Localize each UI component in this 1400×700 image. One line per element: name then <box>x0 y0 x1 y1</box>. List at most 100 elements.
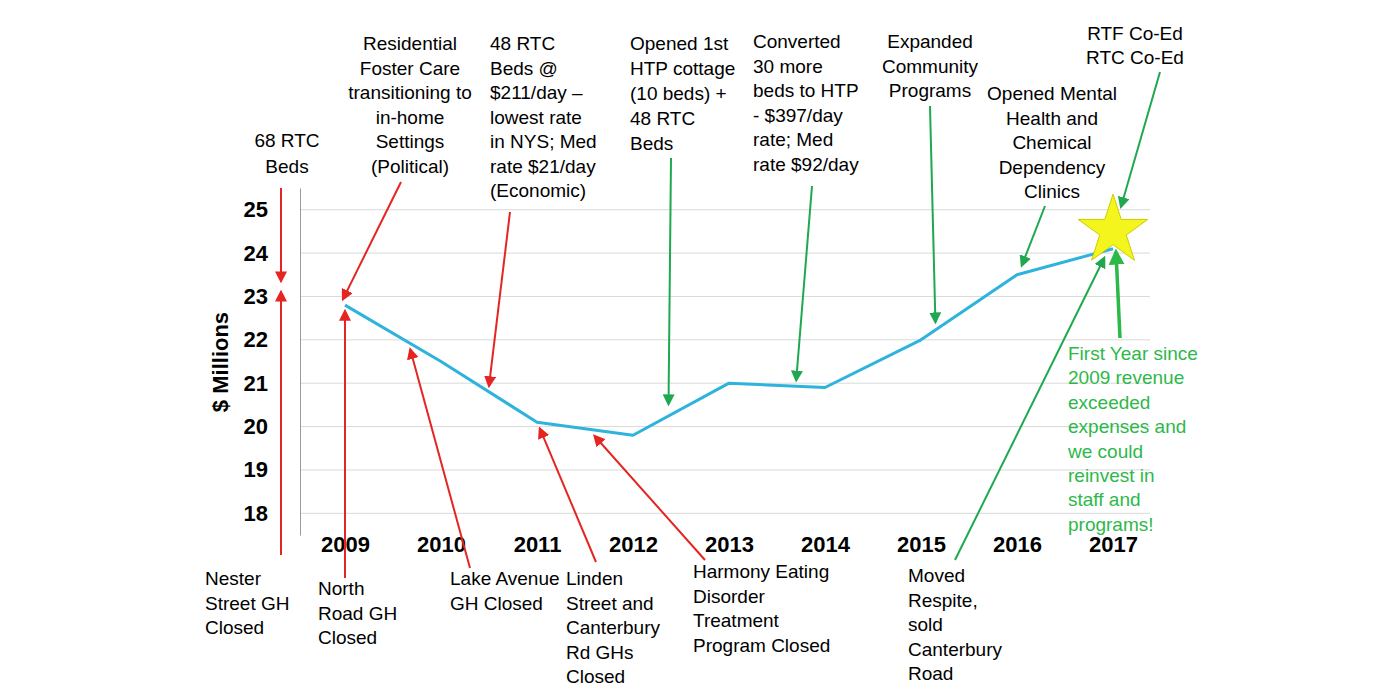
annotation-line: Chemical <box>1012 132 1091 153</box>
annotation-line: North <box>318 578 364 599</box>
annotation-line: Health and <box>1006 108 1098 129</box>
grid <box>300 210 1150 514</box>
chart-container: 1819202122232425200920102011201220132014… <box>0 0 1400 700</box>
grid-line <box>300 209 1150 210</box>
grid-line <box>300 253 1150 254</box>
annotation-arrow <box>1022 206 1045 265</box>
annotation-line: (Political) <box>371 156 449 177</box>
x-tick-label: 2014 <box>801 532 851 557</box>
annotation-line: Street and <box>566 593 654 614</box>
y-tick-label: 24 <box>244 241 269 266</box>
x-tick: 2014 <box>801 530 851 557</box>
annotation-line: RTC Co-Ed <box>1086 47 1184 68</box>
annotation-line: Rd GHs <box>566 642 634 663</box>
annotation-text: LindenStreet andCanterburyRd GHsClosed <box>566 568 660 687</box>
annotation-line: (Economic) <box>490 180 586 201</box>
annotation-line: in NYS; Med <box>490 131 597 152</box>
annotation-line: 68 RTC <box>254 130 319 151</box>
annotations: 68 RTCBedsResidentialFoster Caretransiti… <box>205 23 1198 687</box>
annotation-line: Closed <box>566 666 625 687</box>
annotation-line: Street GH <box>205 593 289 614</box>
annotation-line: HTP cottage <box>630 58 735 79</box>
annotation-arrow <box>343 182 401 299</box>
annotation-line: GH Closed <box>450 593 543 614</box>
annotation-arrow <box>1121 72 1160 207</box>
annotation-line: Converted <box>753 31 841 52</box>
annotation-line: Program Closed <box>693 635 830 656</box>
y-tick-label: 21 <box>244 371 268 396</box>
highlight-text: First Year since2009 revenueexceededexpe… <box>1067 343 1198 535</box>
annotation-text: Opened 1st HTP cottage (10 beds) + 48 RTC Be… <box>630 33 735 154</box>
y-tick-label: 18 <box>244 501 268 526</box>
annotation-arrow <box>489 212 510 386</box>
annotation-text: Opened MentalHealth andChemicalDependenc… <box>987 83 1117 202</box>
x-axis: 200920102011201220132014201520162017 <box>321 530 1138 557</box>
x-tick: 2016 <box>993 530 1042 557</box>
highlight-line: exceeded <box>1068 392 1150 413</box>
annotation-text: 68 RTC Beds <box>254 130 319 177</box>
annotation-line: 48 RTC <box>490 33 555 54</box>
x-tick: 2011 <box>514 530 562 557</box>
highlight-line: reinvest in <box>1068 465 1155 486</box>
annotation-text: Harmony EatingDisorderTreatmentProgram C… <box>693 561 830 656</box>
annotation-line: Lake Avenue <box>450 568 560 589</box>
y-tick-label: 20 <box>244 414 268 439</box>
grid-line <box>300 383 1150 384</box>
annotation-text: MovedRespite,soldCanterburyRoad <box>908 565 1002 684</box>
annotation-line: - $397/day <box>753 105 843 126</box>
y-tick: 22 <box>244 327 300 352</box>
annotation-line: rate $92/day <box>753 154 859 175</box>
y-tick: 18 <box>244 501 300 526</box>
annotation-line: Programs <box>889 80 971 101</box>
annotation-arrow <box>669 158 671 404</box>
highlight-line: First Year since <box>1068 343 1198 364</box>
annotation-line: Residential <box>363 33 457 54</box>
annotation-arrow <box>410 349 470 568</box>
y-tick: 19 <box>244 457 300 482</box>
annotation-text: NorthRoad GHClosed <box>318 578 397 648</box>
annotation-line: 30 more <box>753 56 823 77</box>
annotation-line: Canterbury <box>566 617 660 638</box>
y-tick: 25 <box>244 197 300 222</box>
annotation-line: rate $21/day <box>490 156 596 177</box>
x-tick: 2013 <box>705 530 754 557</box>
star <box>1078 194 1148 260</box>
annotation-line: Nester <box>205 568 262 589</box>
annotation-line: Opened 1st <box>630 33 729 54</box>
annotation-line: Beds <box>265 156 308 177</box>
annotation-line: Harmony Eating <box>693 561 829 582</box>
annotation-line: Moved <box>908 565 965 586</box>
highlight-line: 2009 revenue <box>1068 367 1184 388</box>
annotation-line: Foster Care <box>360 58 460 79</box>
annotation-line: $211/day – <box>490 82 583 103</box>
annotation-line: Closed <box>318 627 377 648</box>
plot-area <box>345 249 1113 436</box>
y-tick-label: 25 <box>244 197 268 222</box>
x-tick-label: 2011 <box>514 532 562 557</box>
annotation-line: in-home <box>376 107 445 128</box>
annotation-line: Beds <box>630 133 673 154</box>
grid-line <box>300 296 1150 297</box>
x-tick-label: 2013 <box>705 532 754 557</box>
x-tick-label: 2010 <box>417 532 466 557</box>
x-tick-label: 2016 <box>993 532 1042 557</box>
y-tick: 21 <box>244 371 300 396</box>
annotation-line: Expanded <box>887 31 973 52</box>
annotation-line: Community <box>882 56 979 77</box>
x-tick-label: 2015 <box>897 532 946 557</box>
annotation-arrow <box>280 188 282 281</box>
annotation-line: Settings <box>376 131 445 152</box>
annotation-line: RTF Co-Ed <box>1087 23 1183 44</box>
highlight-line: we could <box>1067 441 1143 462</box>
annotation-line: (10 beds) + <box>630 83 727 104</box>
annotation-line: sold <box>908 614 943 635</box>
annotation-text: ResidentialFoster Caretransitioning toin… <box>348 33 472 177</box>
annotation-line: 48 RTC <box>630 108 695 129</box>
x-tick: 2015 <box>897 530 946 557</box>
highlight-line: programs! <box>1068 514 1154 535</box>
annotation-line: Road <box>908 663 953 684</box>
annotation-arrow <box>280 292 282 555</box>
annotation-line: Respite, <box>908 590 978 611</box>
annotation-line: Disorder <box>693 586 765 607</box>
grid-line <box>300 469 1150 470</box>
